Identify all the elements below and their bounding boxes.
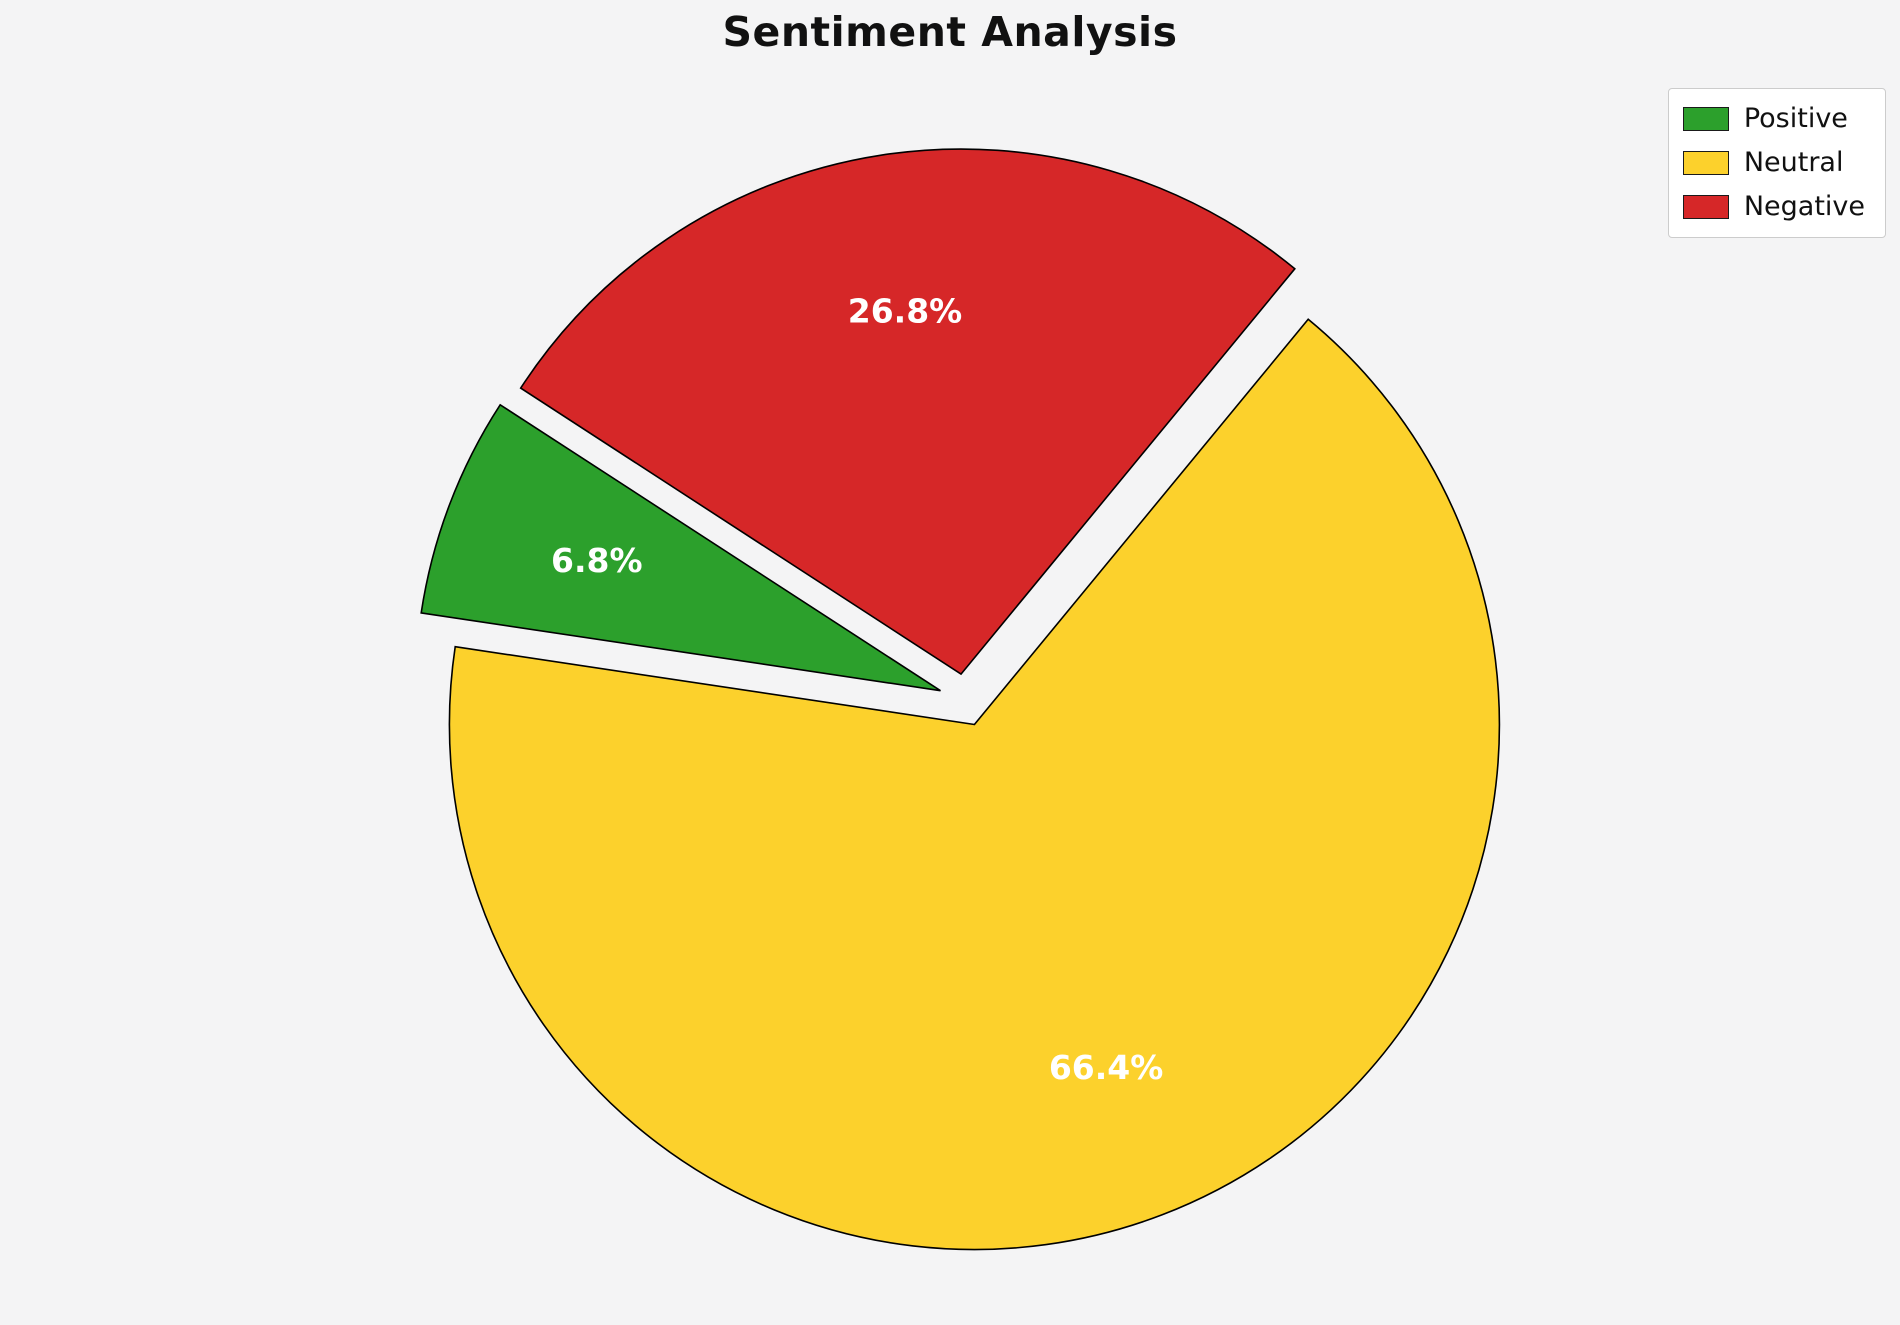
legend-swatch-positive [1682,107,1729,131]
legend: Positive Neutral Negative [1667,88,1886,238]
pie-slice-pct-negative: 26.8% [848,291,963,330]
pie-slice-negative [519,148,1296,676]
legend-item-positive: Positive [1682,103,1865,135]
chart-title: Sentiment Analysis [722,8,1178,56]
pie-slice-pct-neutral: 66.4% [1049,1048,1164,1087]
legend-label-positive: Positive [1743,103,1848,134]
legend-label-negative: Negative [1743,191,1865,222]
pie-slice-neutral [448,318,1501,1251]
legend-swatch-negative [1682,195,1729,219]
legend-label-neutral: Neutral [1743,147,1844,178]
pie-slice-pct-positive: 6.8% [551,541,643,580]
legend-swatch-neutral [1682,151,1729,175]
legend-item-negative: Negative [1682,191,1865,223]
legend-item-neutral: Neutral [1682,147,1865,179]
pie-slice-positive [420,403,941,692]
